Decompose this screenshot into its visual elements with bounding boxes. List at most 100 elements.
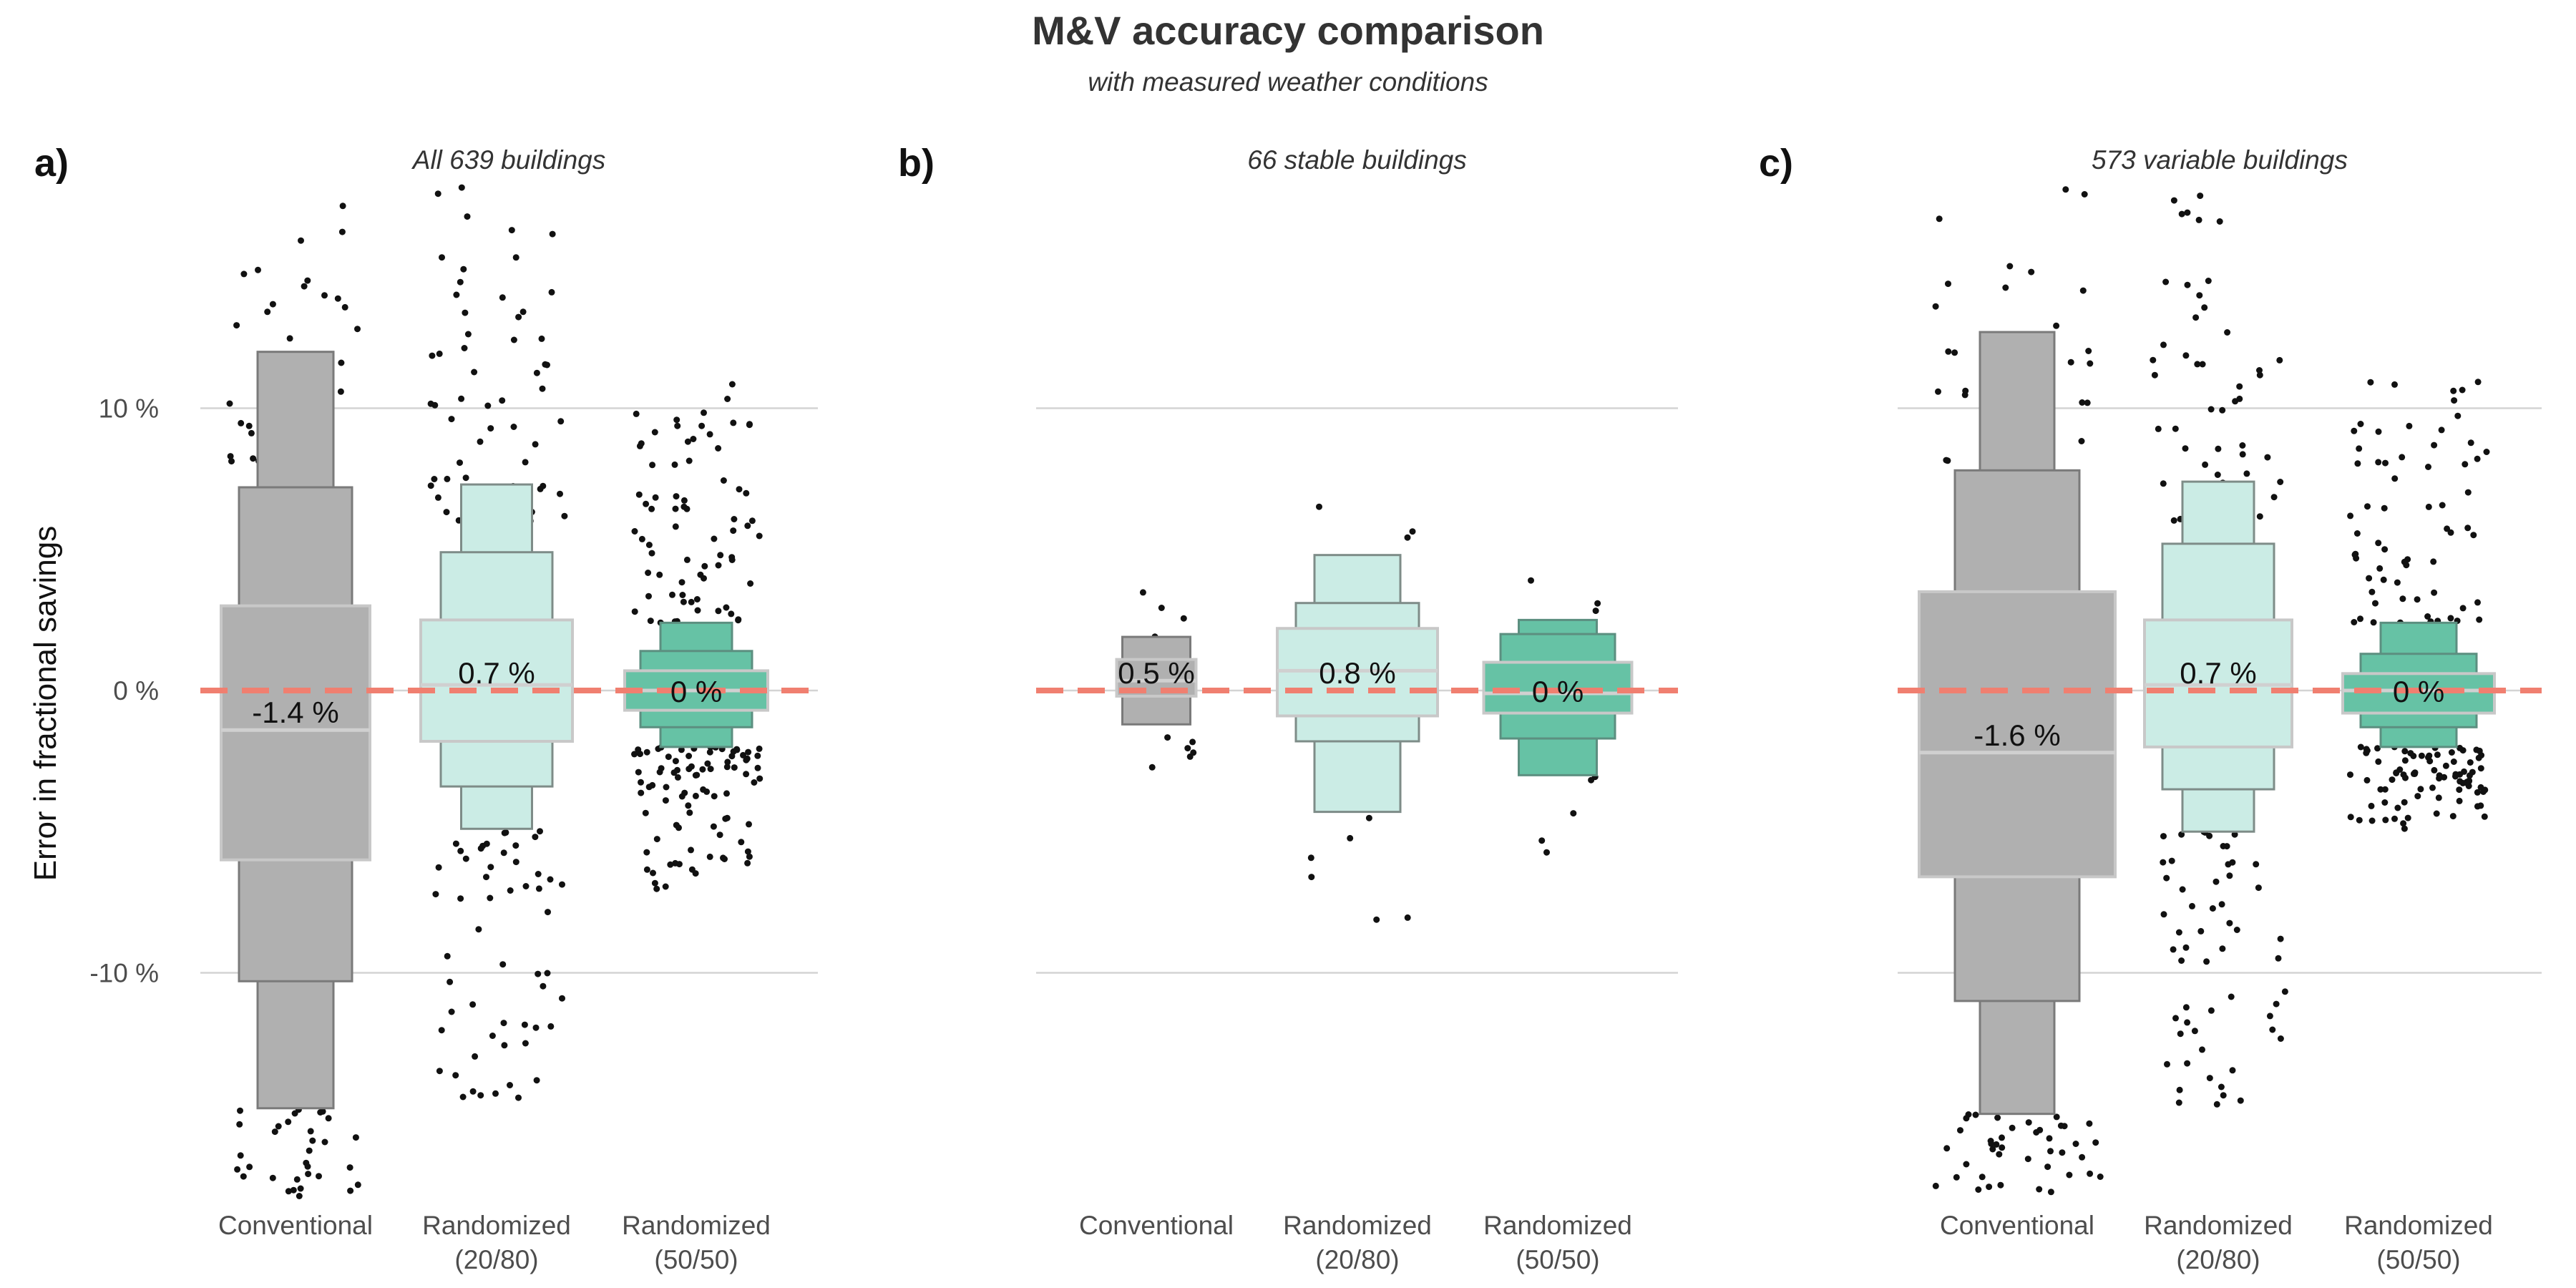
outlier-point (2053, 322, 2060, 329)
outlier-point (744, 848, 751, 855)
outlier-point (354, 326, 361, 333)
outlier-point (675, 861, 683, 868)
outlier-point (2256, 367, 2263, 374)
outlier-point (2216, 218, 2223, 225)
outlier-point (2433, 810, 2440, 817)
outlier-point (1951, 349, 1958, 356)
outlier-point (2270, 494, 2278, 501)
outlier-point (2184, 1019, 2191, 1026)
outlier-point (2470, 532, 2477, 539)
box-group (623, 381, 769, 892)
outlier-point (2367, 379, 2374, 386)
outlier-point (436, 1068, 443, 1075)
outlier-point (2168, 857, 2175, 864)
outlier-point (2182, 944, 2190, 951)
outlier-point (2025, 1119, 2032, 1126)
outlier-point (2087, 1170, 2094, 1177)
outlier-point (643, 748, 650, 756)
outlier-point (631, 608, 638, 615)
outlier-point (2195, 216, 2202, 223)
outlier-point (2454, 412, 2462, 419)
outlier-point (2184, 281, 2191, 288)
outlier-point (2357, 421, 2364, 427)
outlier-point (2163, 874, 2170, 882)
outlier-point (484, 402, 492, 409)
outlier-point (2406, 422, 2413, 429)
outlier-point (2394, 804, 2401, 811)
outlier-point (2467, 759, 2474, 766)
outlier-point (2002, 284, 2009, 291)
outlier-point (647, 618, 654, 625)
outlier-point (669, 591, 675, 598)
outlier-point (443, 509, 450, 516)
outlier-point (2226, 872, 2233, 879)
outlier-point (522, 1040, 529, 1047)
outlier-point (2452, 773, 2459, 780)
outlier-point (2155, 425, 2162, 432)
outlier-point (2206, 1075, 2213, 1082)
outlier-point (2457, 744, 2464, 751)
outlier-point (638, 535, 645, 542)
outlier-point (648, 550, 655, 557)
outlier-point (2170, 946, 2177, 953)
outlier-point (2182, 1004, 2190, 1011)
outlier-point (427, 400, 434, 407)
outlier-point (2431, 766, 2438, 774)
outlier-point (693, 596, 701, 602)
x-tick-label: Randomized (20/80) (1283, 1211, 1432, 1274)
outlier-point (2442, 762, 2449, 769)
outlier-point (457, 459, 463, 467)
outlier-point (723, 763, 731, 771)
outlier-point (1975, 1186, 1982, 1193)
outlier-point (2475, 754, 2482, 761)
outlier-point (701, 409, 707, 416)
outlier-point (228, 458, 235, 465)
outlier-point (2474, 455, 2481, 462)
outlier-point (510, 424, 517, 430)
outlier-point (2086, 1120, 2093, 1127)
outlier-point (2243, 470, 2250, 477)
outlier-point (346, 1164, 353, 1171)
x-tick-label: Conventional (218, 1211, 373, 1240)
outlier-point (2182, 445, 2189, 452)
outlier-point (500, 849, 507, 857)
outlier-point (746, 853, 753, 860)
outlier-point (2429, 784, 2436, 791)
outlier-point (1164, 734, 1171, 741)
outlier-point (2199, 1046, 2205, 1053)
outlier-point (2414, 596, 2421, 603)
outlier-point (2072, 1141, 2079, 1147)
outlier-point (532, 1024, 540, 1031)
outlier-point (2160, 833, 2167, 840)
outlier-point (286, 335, 293, 342)
outlier-point (2449, 813, 2457, 820)
outlier-point (748, 517, 756, 525)
outlier-point (2447, 529, 2454, 536)
outlier-point (2407, 750, 2414, 757)
outlier-point (736, 486, 743, 493)
outlier-point (1944, 457, 1951, 464)
letter-value-box (220, 604, 371, 862)
outlier-point (738, 839, 745, 846)
outlier-point (532, 834, 539, 841)
outlier-point (2354, 460, 2361, 467)
outlier-point (643, 849, 650, 856)
outlier-point (754, 764, 761, 771)
outlier-point (674, 766, 680, 774)
outlier-point (638, 440, 645, 447)
outlier-point (1999, 1144, 2006, 1151)
outlier-point (448, 1008, 455, 1015)
outlier-point (2375, 459, 2382, 466)
outlier-point (452, 1072, 459, 1079)
outlier-point (245, 422, 253, 429)
outlier-point (2375, 540, 2382, 547)
outlier-point (643, 866, 650, 873)
outlier-point (1543, 849, 1550, 856)
outlier-point (2459, 779, 2467, 786)
outlier-point (678, 746, 685, 753)
outlier-point (508, 227, 515, 234)
outlier-point (2450, 387, 2457, 394)
outlier-point (2434, 751, 2441, 758)
outlier-point (538, 335, 545, 342)
outlier-point (2393, 770, 2400, 776)
